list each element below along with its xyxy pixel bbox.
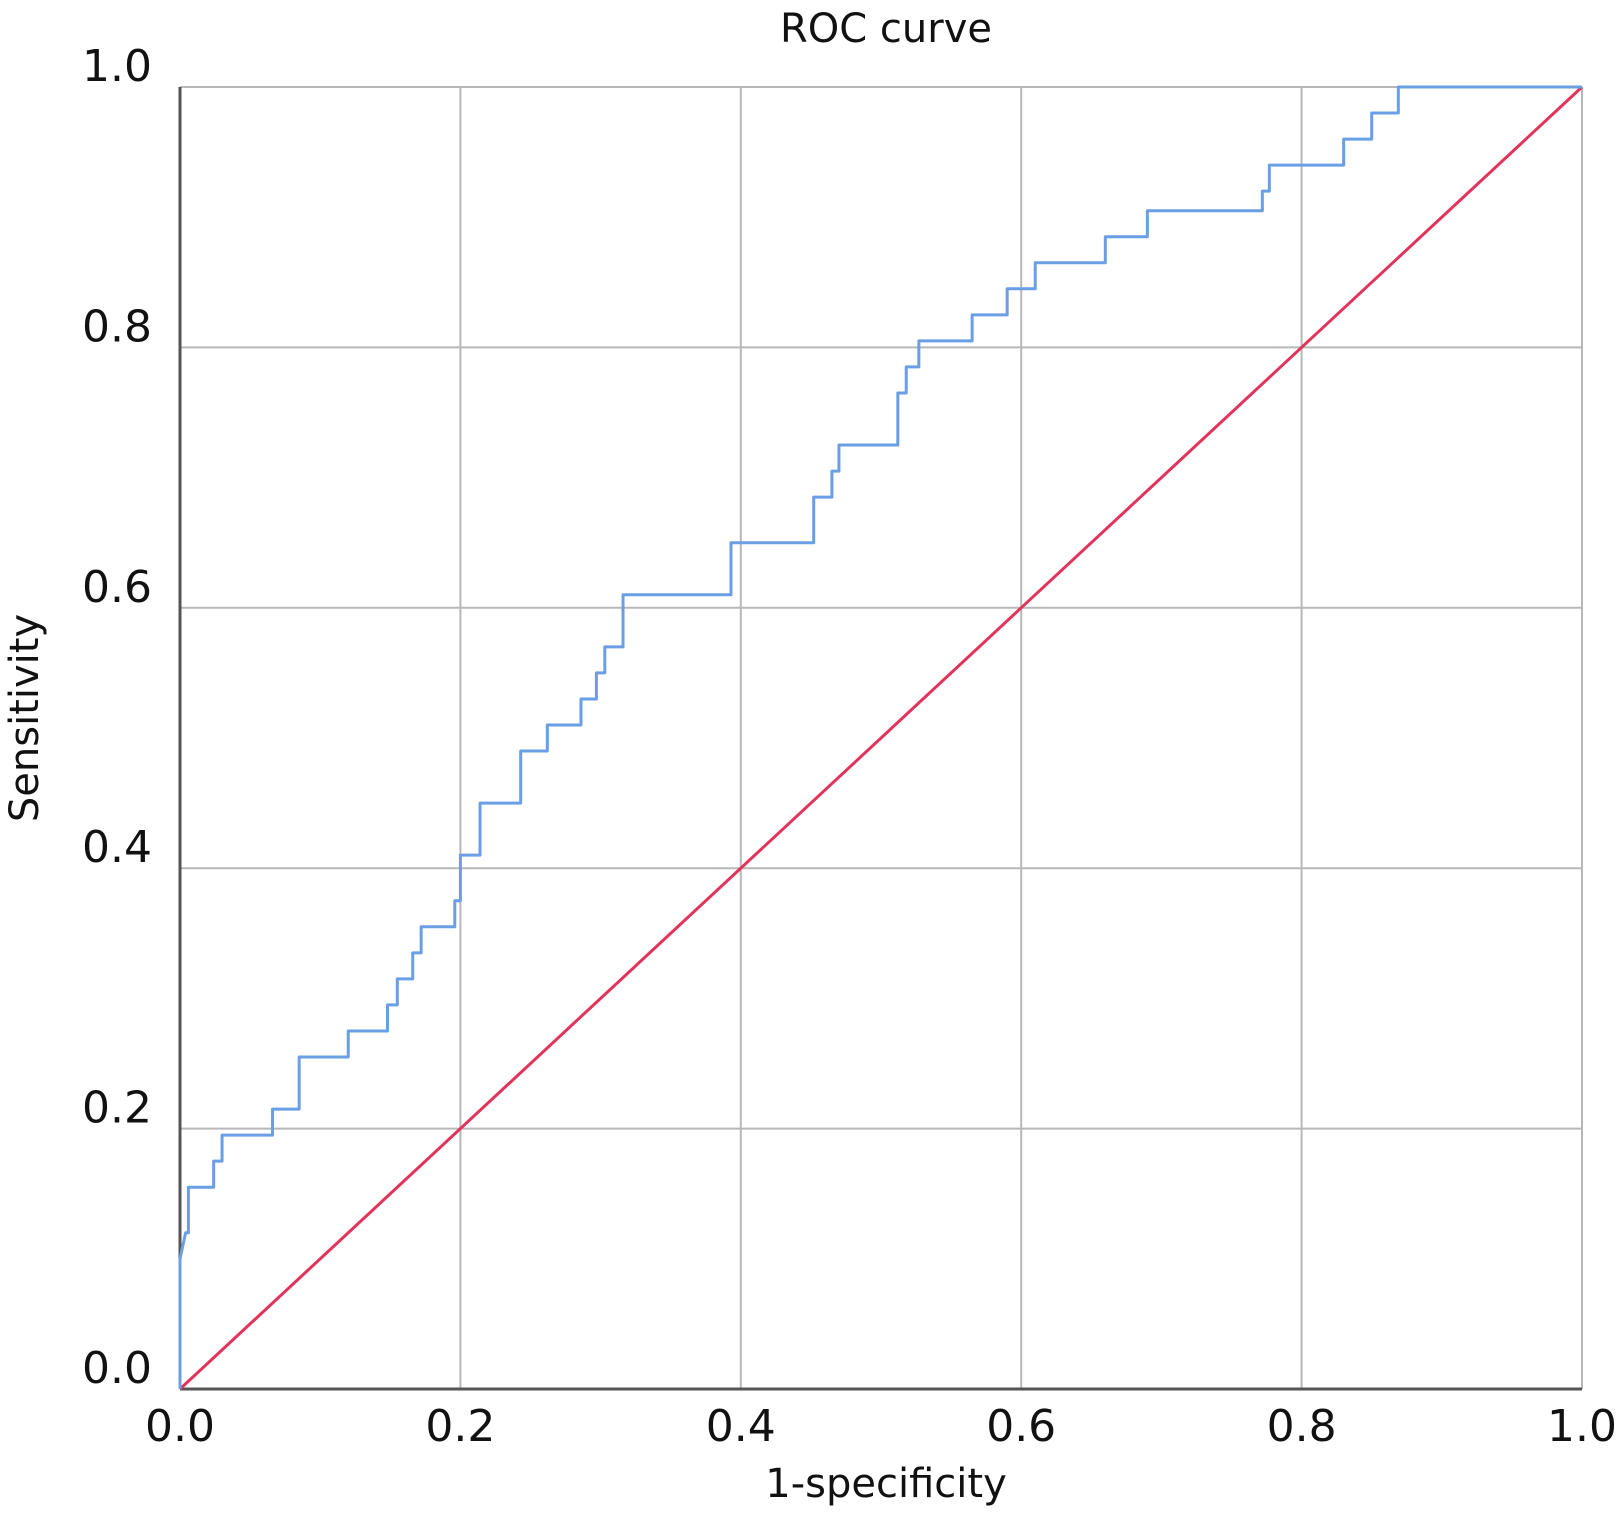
chart-title: ROC curve (780, 6, 992, 52)
x-tick-label-5: 1.0 (1547, 1401, 1617, 1452)
tick-labels: 0.0 0.2 0.4 0.6 0.8 1.0 0.0 0.2 0.4 0.6 0.8 1.0 (82, 41, 1617, 1452)
y-tick-label-5: 1.0 (82, 41, 152, 92)
y-tick-label-3: 0.6 (82, 562, 152, 613)
x-tick-label-1: 0.2 (425, 1401, 495, 1452)
grid-lines (179, 86, 1583, 1390)
y-tick-label-4: 0.8 (82, 301, 152, 352)
series-lines (178, 85, 1584, 1391)
x-axis-title: 1-specificity (765, 1461, 1006, 1507)
y-axis-title: Sensitivity (2, 614, 48, 822)
roc-curve-line (178, 85, 1582, 1389)
x-tick-label-0: 0.0 (145, 1401, 215, 1452)
axes (178, 87, 1582, 1391)
y-tick-label-2: 0.4 (82, 822, 152, 873)
y-tick-label-1: 0.2 (82, 1083, 152, 1134)
x-tick-label-3: 0.6 (986, 1401, 1056, 1452)
x-tick-label-2: 0.4 (706, 1401, 776, 1452)
reference-line (178, 85, 1584, 1391)
x-tick-label-4: 0.8 (1267, 1401, 1337, 1452)
y-tick-label-0: 0.0 (82, 1343, 152, 1394)
